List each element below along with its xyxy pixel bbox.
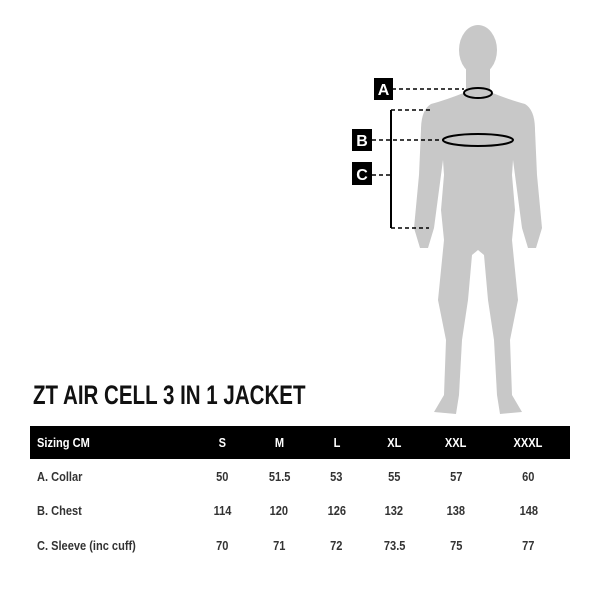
header-cell: XXXL [514, 435, 543, 450]
marker-a-label: A [378, 82, 390, 99]
product-title: ZT AIR CELL 3 IN 1 JACKET [33, 380, 306, 410]
size-value: 51.5 [268, 468, 290, 484]
marker-a: A [374, 78, 393, 100]
body-silhouette [414, 25, 542, 414]
size-value: 73.5 [383, 537, 405, 553]
marker-c: C [352, 162, 372, 185]
size-value: 126 [327, 503, 346, 519]
size-value: 148 [519, 503, 538, 519]
marker-b: B [352, 129, 372, 151]
header-cell: XL [387, 435, 402, 450]
header-cell: L [333, 435, 341, 450]
row-label: A. Collar [37, 468, 83, 484]
size-value: 55 [388, 468, 401, 484]
marker-b-label: B [356, 133, 368, 150]
size-value: 72 [330, 537, 343, 553]
body-measurement-figure: A B C [352, 25, 542, 414]
size-value: 50 [216, 468, 229, 484]
header-cell: XXL [445, 435, 467, 450]
header-cell: M [274, 435, 284, 450]
size-value: 120 [270, 503, 289, 519]
size-value: 77 [522, 537, 535, 553]
table-row: A. Collar 50 51.5 53 55 57 60 [30, 459, 570, 494]
size-value: 60 [522, 468, 535, 484]
table-row: B. Chest 114 120 126 132 138 148 [30, 494, 570, 529]
size-value: 75 [449, 537, 463, 553]
size-value: 71 [273, 537, 286, 553]
size-value: 57 [449, 468, 463, 484]
size-value: 132 [384, 503, 404, 519]
table-row: C. Sleeve (inc cuff) 70 71 72 73.5 75 77 [30, 528, 570, 563]
size-value: 53 [330, 468, 343, 484]
table-header-row: Sizing CM S M L XL XXL XXXL [30, 426, 570, 459]
row-label: B. Chest [37, 503, 82, 519]
header-cell: S [218, 435, 227, 450]
size-value: 114 [213, 503, 232, 519]
row-label: C. Sleeve (inc cuff) [37, 537, 136, 553]
size-value: 70 [216, 537, 229, 553]
header-cell: Sizing CM [37, 435, 90, 450]
size-value: 138 [446, 503, 466, 519]
measurement-lines [372, 87, 514, 229]
size-table: Sizing CM S M L XL XXL XXXL A. Collar 50 5… [30, 426, 570, 563]
marker-c-label: C [356, 167, 368, 184]
